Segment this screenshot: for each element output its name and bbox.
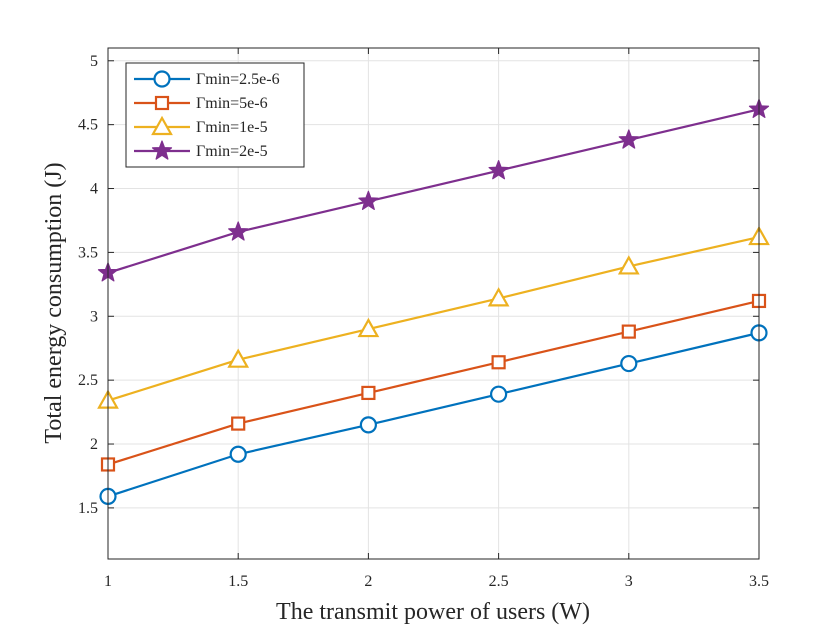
data-point-square — [361, 385, 376, 401]
x-tick-label: 3.5 — [749, 573, 769, 590]
y-tick-label: 2.5 — [78, 372, 98, 389]
x-tick-label: 1 — [104, 573, 112, 590]
data-point-triangle — [357, 317, 380, 338]
legend-label: Γmin=1e-5 — [196, 119, 268, 136]
legend: Γmin=2.5e-6 Γmin=5e-6 Γmin=1e-5 Γmin=2e-5 — [125, 62, 305, 168]
y-tick-label: 3.5 — [78, 244, 98, 261]
data-point-triangle — [487, 287, 510, 307]
y-tick-label: 2 — [90, 436, 98, 453]
data-point-square — [491, 355, 506, 370]
y-tick-label: 4.5 — [78, 117, 98, 134]
data-point-circle — [359, 416, 377, 434]
data-point-star — [358, 190, 379, 210]
x-tick-label: 2.5 — [489, 573, 509, 590]
legend-marker-triangle — [151, 115, 173, 136]
data-point-star — [228, 221, 249, 241]
series-line — [107, 299, 760, 466]
series-line — [107, 235, 760, 402]
y-axis-title: Total energy consumption (J) — [41, 162, 67, 443]
legend-entry: Γmin=1e-5 — [134, 115, 268, 136]
data-point-circle — [490, 385, 508, 403]
legend-label: Γmin=2e-5 — [196, 143, 268, 160]
series-2 — [100, 293, 767, 472]
legend-entry: Γmin=5e-6 — [134, 95, 268, 112]
data-point-star — [618, 129, 639, 149]
data-series — [97, 98, 770, 506]
data-point-circle — [229, 445, 247, 463]
data-point-star — [488, 160, 509, 180]
series-line — [107, 108, 760, 274]
data-point-triangle — [617, 255, 640, 275]
legend-label: Γmin=2.5e-6 — [196, 71, 280, 88]
data-point-square — [231, 416, 246, 431]
legend-marker-square — [154, 95, 170, 111]
legend-label: Γmin=5e-6 — [196, 95, 268, 112]
data-point-circle — [620, 354, 638, 373]
series-1 — [99, 324, 768, 506]
grid-lines — [107, 48, 760, 559]
legend-entry: Γmin=2.5e-6 — [134, 70, 280, 88]
legend-entry: Γmin=2e-5 — [134, 140, 268, 160]
data-point-triangle — [227, 348, 250, 368]
x-tick-label: 3 — [625, 573, 633, 590]
y-tick-label: 1.5 — [78, 500, 98, 517]
x-tick-label: 2 — [364, 573, 372, 590]
series-line — [107, 331, 760, 498]
y-tick-label: 3 — [90, 308, 98, 325]
x-axis-title: The transmit power of users (W) — [276, 599, 590, 625]
axis-ticks: 1 1.5 2 2.5 3 3.5 1.5 2 2.5 3 3.5 4 4.5 5 — [78, 48, 769, 590]
legend-marker-star — [151, 140, 173, 160]
y-tick-label: 5 — [90, 53, 98, 70]
x-tick-label: 1.5 — [228, 573, 248, 590]
data-point-square — [621, 324, 636, 339]
y-tick-label: 4 — [90, 181, 98, 198]
legend-marker-circle — [153, 70, 171, 88]
plot-frame — [107, 47, 760, 560]
